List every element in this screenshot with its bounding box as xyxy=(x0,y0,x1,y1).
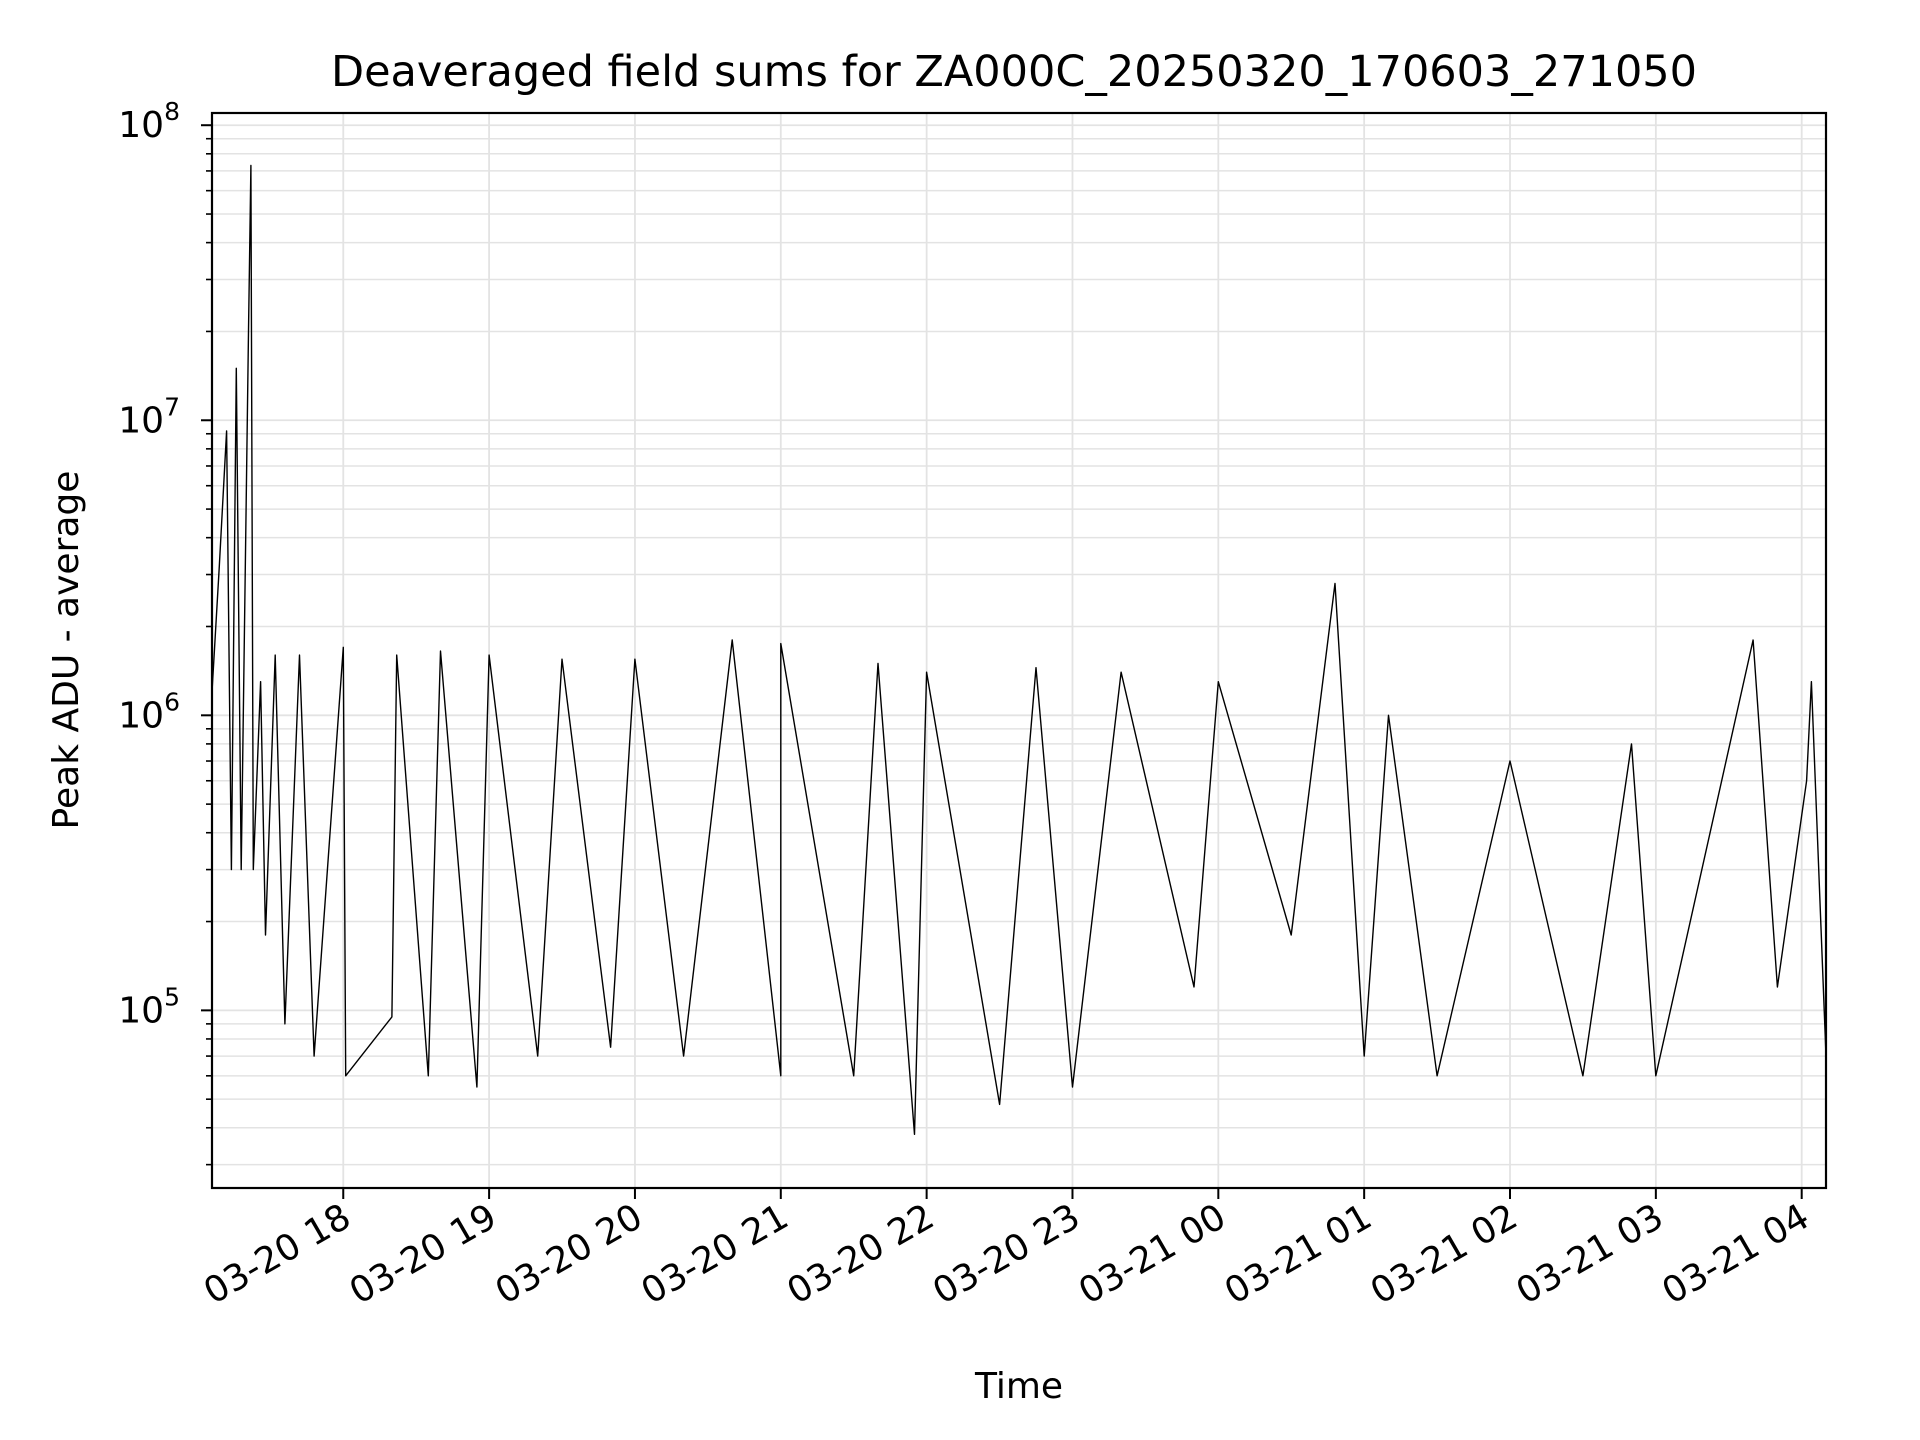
y-axis-label: Peak ADU - average xyxy=(46,471,87,830)
x-axis-label: Time xyxy=(974,1366,1063,1407)
plot-frame xyxy=(210,111,1828,1190)
y-tick-label: 107 xyxy=(118,392,180,441)
y-axis-ticks: 105 106 107 108 xyxy=(118,97,212,1166)
series-line xyxy=(211,164,1827,1135)
chart-title: Deaveraged field sums for ZA000C_2025032… xyxy=(331,47,1697,97)
series-layer xyxy=(211,164,1827,1135)
y-tick-label: 108 xyxy=(118,97,180,146)
y-tick-label: 106 xyxy=(118,687,180,736)
y-tick-label: 105 xyxy=(118,982,180,1031)
grid xyxy=(212,113,1826,1188)
